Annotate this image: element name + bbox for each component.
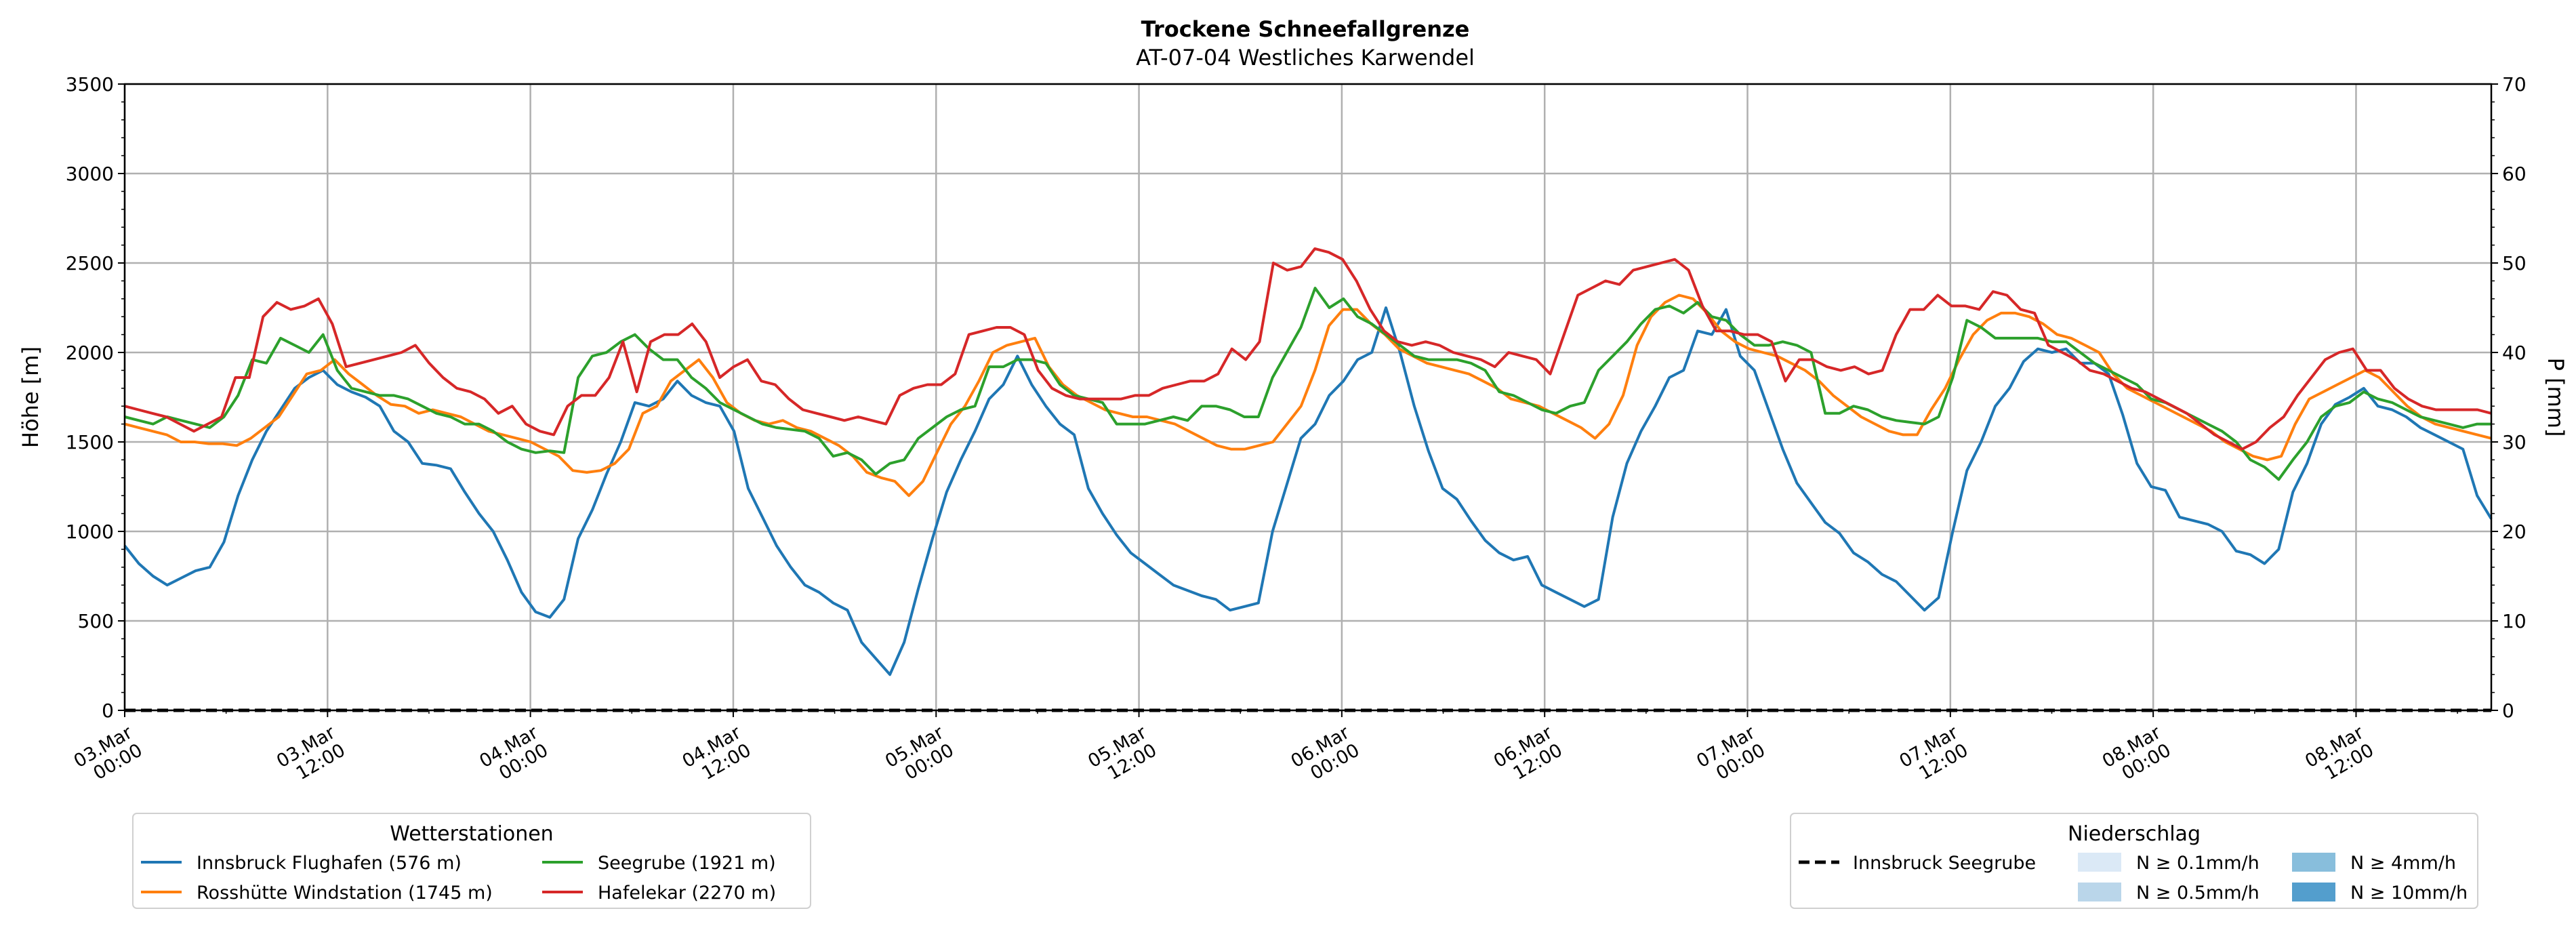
y-tick-label: 3000 [66, 163, 114, 185]
legend-label-hafelekar: Hafelekar (2270 m) [598, 883, 776, 904]
y2-tick-label: 60 [2502, 163, 2527, 185]
series-layer [123, 247, 2493, 712]
legend-label-rosshuette: Rosshütte Windstation (1745 m) [197, 883, 493, 904]
series-line-rosshuette [124, 293, 2492, 498]
series-line-seegrube [124, 287, 2491, 481]
y2-tick-label: 70 [2502, 73, 2527, 96]
legend-label-innsbruck-seegrube: Innsbruck Seegrube [1853, 853, 2036, 874]
y-tick-label: 1000 [66, 521, 114, 543]
y-tick-label: 500 [78, 610, 114, 632]
legend-label-n05: N ≥ 0.5mm/h [2136, 883, 2260, 904]
plot-frame [123, 83, 2493, 712]
y-tick-label: 2500 [66, 252, 114, 275]
axis-layer: 0 500 1000 1500 2000 2500 3000 3500 0 10 20 30 40 50 6… [66, 73, 2527, 784]
chart-title: Trockene Schneefallgrenze [1141, 16, 1470, 42]
y-tick-label: 3500 [66, 73, 114, 96]
legend-patch-n05 [2078, 883, 2121, 901]
legend-stations-box [132, 813, 811, 909]
y2-tick-label: 20 [2502, 521, 2527, 543]
legend-label-n4: N ≥ 4mm/h [2350, 853, 2456, 874]
y-tick-label: 2000 [66, 342, 114, 364]
legend-stations-title: Wetterstationen [390, 822, 553, 846]
y2-tick-label: 50 [2502, 252, 2527, 275]
y2-axis-label: P [mm] [2543, 358, 2569, 437]
legend-label-n01: N ≥ 0.1mm/h [2136, 853, 2260, 874]
y-axis-label: Höhe [m] [18, 346, 43, 448]
y2-tick-label: 0 [2502, 700, 2514, 722]
y-tick-label: 0 [102, 700, 114, 722]
y2-tick-label: 40 [2502, 342, 2527, 364]
series-line-innsbruck-flughafen [123, 306, 2493, 676]
legend-precipitation-title: Niederschlag [2068, 822, 2201, 846]
legend-precipitation: Niederschlag Innsbruck Seegrube N ≥ 0.1m… [1790, 813, 2478, 909]
y2-tick-label: 30 [2502, 431, 2527, 453]
legend-patch-n01 [2078, 853, 2121, 872]
legend-patch-n4 [2292, 853, 2335, 872]
y2-tick-label: 10 [2502, 610, 2527, 632]
legend-patch-n10 [2292, 883, 2335, 901]
y-tick-label: 1500 [66, 431, 114, 453]
legend-label-seegrube: Seegrube (1921 m) [598, 853, 776, 874]
legend-label-innsbruck-flughafen: Innsbruck Flughafen (576 m) [197, 853, 462, 874]
legend-label-n10: N ≥ 10mm/h [2350, 883, 2468, 904]
legend-stations: Wetterstationen Innsbruck Flughafen (576… [132, 813, 811, 909]
series-line-hafelekar [124, 247, 2492, 451]
chart-subtitle: AT-07-04 Westliches Karwendel [1136, 45, 1475, 70]
grid-layer [123, 83, 2491, 712]
